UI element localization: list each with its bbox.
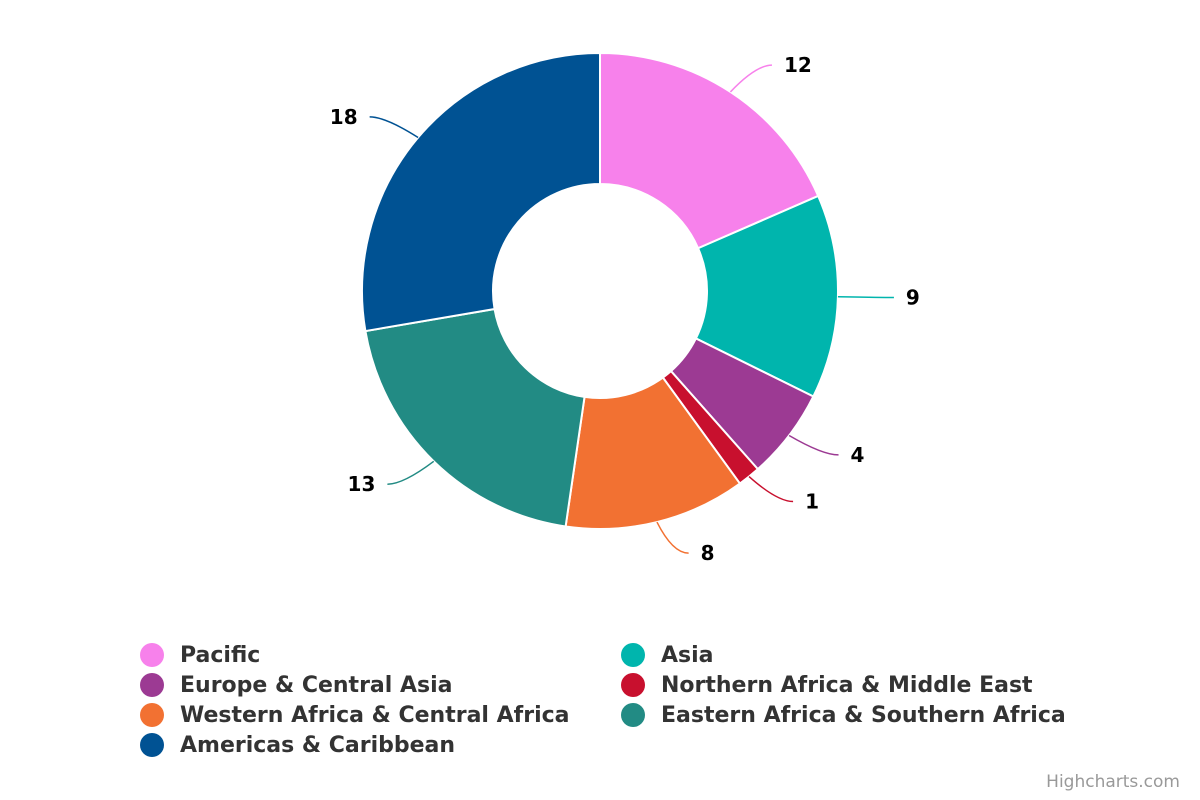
donut-slices [361,51,840,530]
slice-western-africa-and-central-africa[interactable] [564,376,742,530]
slice-asia[interactable] [694,194,840,398]
connector-eastern-africa-and-southern-africa [387,460,435,485]
legend-marker [621,643,645,667]
data-label-pacific: 12 [784,53,812,77]
connector-northern-africa-and-middle-east [748,476,794,503]
legend-label: Europe & Central Asia [180,672,453,698]
connector-americas-and-caribbean [369,116,419,139]
connector-europe-and-central-asia [788,434,839,456]
legend-marker [140,673,164,697]
data-label-western-africa-and-central-africa: 8 [701,541,715,565]
legend-item-asia[interactable]: Asia [621,640,714,670]
connector-pacific [729,64,773,93]
legend-label: Pacific [180,642,261,668]
legend-marker [140,703,164,727]
legend-marker [621,673,645,697]
slice-pacific[interactable] [599,51,820,250]
data-label-northern-africa-and-middle-east: 1 [805,490,819,514]
legend-item-northern-africa-and-middle-east[interactable]: Northern Africa & Middle East [621,670,1033,700]
legend-label: Northern Africa & Middle East [661,672,1033,698]
slice-eastern-africa-and-southern-africa[interactable] [364,307,586,528]
legend-marker [140,643,164,667]
legend-label: Western Africa & Central Africa [180,702,570,728]
connector-asia [837,296,894,299]
legend-item-pacific[interactable]: Pacific [140,640,260,670]
data-label-asia: 9 [906,286,920,310]
legend-label: Eastern Africa & Southern Africa [661,702,1066,728]
data-label-europe-and-central-asia: 4 [851,443,865,467]
data-label-eastern-africa-and-southern-africa: 13 [348,472,376,496]
connector-western-africa-and-central-africa [656,521,689,554]
slice-americas-and-caribbean[interactable] [361,51,601,333]
legend-item-eastern-africa-and-southern-africa[interactable]: Eastern Africa & Southern Africa [621,700,1066,730]
legend-label: Asia [661,642,714,668]
legend-marker [140,733,164,757]
legend-label: Americas & Caribbean [180,732,456,758]
legend-item-americas-and-caribbean[interactable]: Americas & Caribbean [140,730,455,760]
legend-marker [621,703,645,727]
legend-item-western-africa-and-central-africa[interactable]: Western Africa & Central Africa [140,700,570,730]
data-label-americas-and-caribbean: 18 [330,105,358,129]
legend-item-europe-and-central-asia[interactable]: Europe & Central Asia [140,670,452,700]
label-connectors [369,64,894,554]
credits-link[interactable]: Highcharts.com [1046,772,1180,792]
